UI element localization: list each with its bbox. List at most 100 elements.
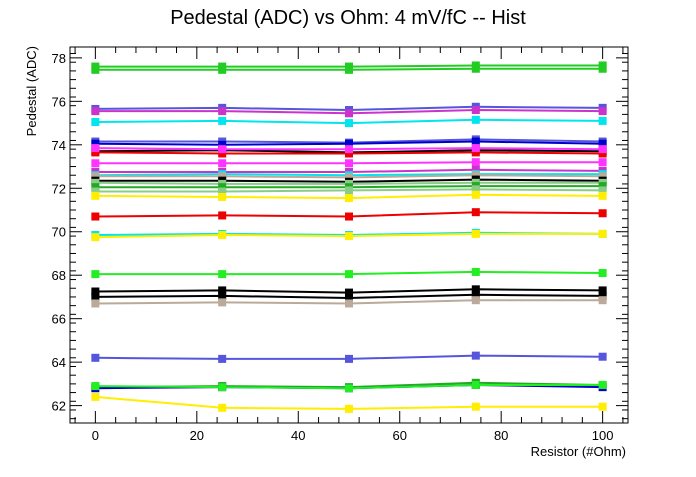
series-24 — [91, 285, 607, 297]
data-point — [471, 296, 480, 305]
data-point — [471, 115, 480, 124]
x-axis-label: Resistor (#Ohm) — [531, 444, 626, 459]
data-point — [471, 402, 480, 411]
data-point — [345, 299, 353, 308]
data-point — [218, 116, 227, 125]
y-tick-label: 72 — [52, 181, 66, 196]
series-27 — [91, 351, 607, 363]
data-point — [345, 404, 353, 413]
data-point — [218, 65, 227, 74]
data-point — [471, 380, 480, 389]
data-point — [345, 270, 353, 279]
x-tick-label: 40 — [291, 428, 305, 443]
data-point — [471, 137, 480, 146]
data-point — [218, 211, 227, 220]
axes: 0 20 40 60 80 100 62 64 66 68 70 72 74 76 78 — [52, 47, 628, 443]
x-tick-label: 80 — [494, 428, 508, 443]
data-point — [471, 144, 480, 153]
data-point — [598, 229, 607, 238]
data-point — [598, 291, 607, 300]
data-point — [598, 209, 607, 218]
data-point — [91, 212, 100, 221]
data-point — [91, 183, 100, 192]
y-tick-label: 62 — [52, 399, 66, 414]
data-point — [471, 229, 480, 238]
data-point — [598, 149, 607, 158]
data-point — [471, 290, 480, 299]
data-point — [598, 182, 607, 191]
data-point — [598, 380, 607, 389]
series-11 — [91, 158, 607, 168]
y-tick-label: 76 — [52, 94, 66, 109]
data-point — [345, 288, 353, 297]
data-point — [91, 287, 100, 296]
data-point — [345, 159, 353, 168]
x-tick-label: 20 — [190, 428, 204, 443]
series-23 — [91, 267, 607, 279]
data-point — [345, 212, 353, 221]
data-point — [471, 165, 480, 174]
data-point — [471, 351, 480, 360]
data-point — [91, 65, 100, 74]
data-point — [218, 107, 227, 116]
data-point — [218, 172, 227, 181]
x-tick-label: 0 — [92, 428, 99, 443]
data-point — [598, 191, 607, 200]
data-point — [471, 64, 480, 73]
data-point — [471, 158, 480, 167]
data-point — [345, 109, 353, 118]
data-point — [218, 159, 227, 168]
data-point — [598, 186, 607, 195]
series-layer — [91, 61, 607, 413]
data-point — [345, 186, 353, 195]
y-tick-label: 78 — [52, 51, 66, 66]
data-point — [471, 190, 480, 199]
y-tick-label: 68 — [52, 268, 66, 283]
series-30 — [91, 380, 607, 393]
series-22 — [91, 229, 607, 242]
data-point — [598, 296, 607, 305]
data-point — [598, 107, 607, 116]
x-tick-label: 100 — [592, 428, 614, 443]
data-point — [91, 270, 100, 279]
series-14 — [91, 171, 607, 182]
series-5 — [91, 115, 607, 128]
data-point — [471, 106, 480, 115]
data-point — [91, 107, 100, 116]
data-point — [471, 171, 480, 180]
data-point — [471, 185, 480, 194]
data-point — [218, 149, 227, 158]
data-point — [471, 285, 480, 294]
data-point — [345, 294, 353, 303]
y-tick-label: 64 — [52, 355, 66, 370]
data-point — [91, 148, 100, 157]
data-point — [598, 116, 607, 125]
data-point — [218, 298, 227, 307]
data-point — [218, 192, 227, 201]
data-point — [218, 383, 227, 392]
series-25 — [91, 290, 607, 303]
data-point — [598, 286, 607, 295]
data-point — [91, 292, 100, 301]
data-point — [598, 158, 607, 167]
y-tick-label: 74 — [52, 138, 66, 153]
data-point — [598, 402, 607, 411]
series-9 — [91, 148, 607, 158]
chart-title: Pedestal (ADC) vs Ohm: 4 mV/fC -- Hist — [170, 7, 526, 29]
data-point — [91, 187, 100, 196]
data-point — [218, 183, 227, 192]
data-point — [345, 384, 353, 393]
data-point — [218, 403, 227, 412]
data-point — [91, 191, 100, 200]
data-point — [91, 117, 100, 126]
data-point — [218, 291, 227, 300]
data-point — [218, 354, 227, 363]
data-point — [91, 144, 100, 153]
x-tick-label: 60 — [392, 428, 406, 443]
series-10 — [91, 144, 607, 154]
series-19 — [91, 190, 607, 203]
data-point — [218, 270, 227, 279]
data-point — [91, 353, 100, 362]
